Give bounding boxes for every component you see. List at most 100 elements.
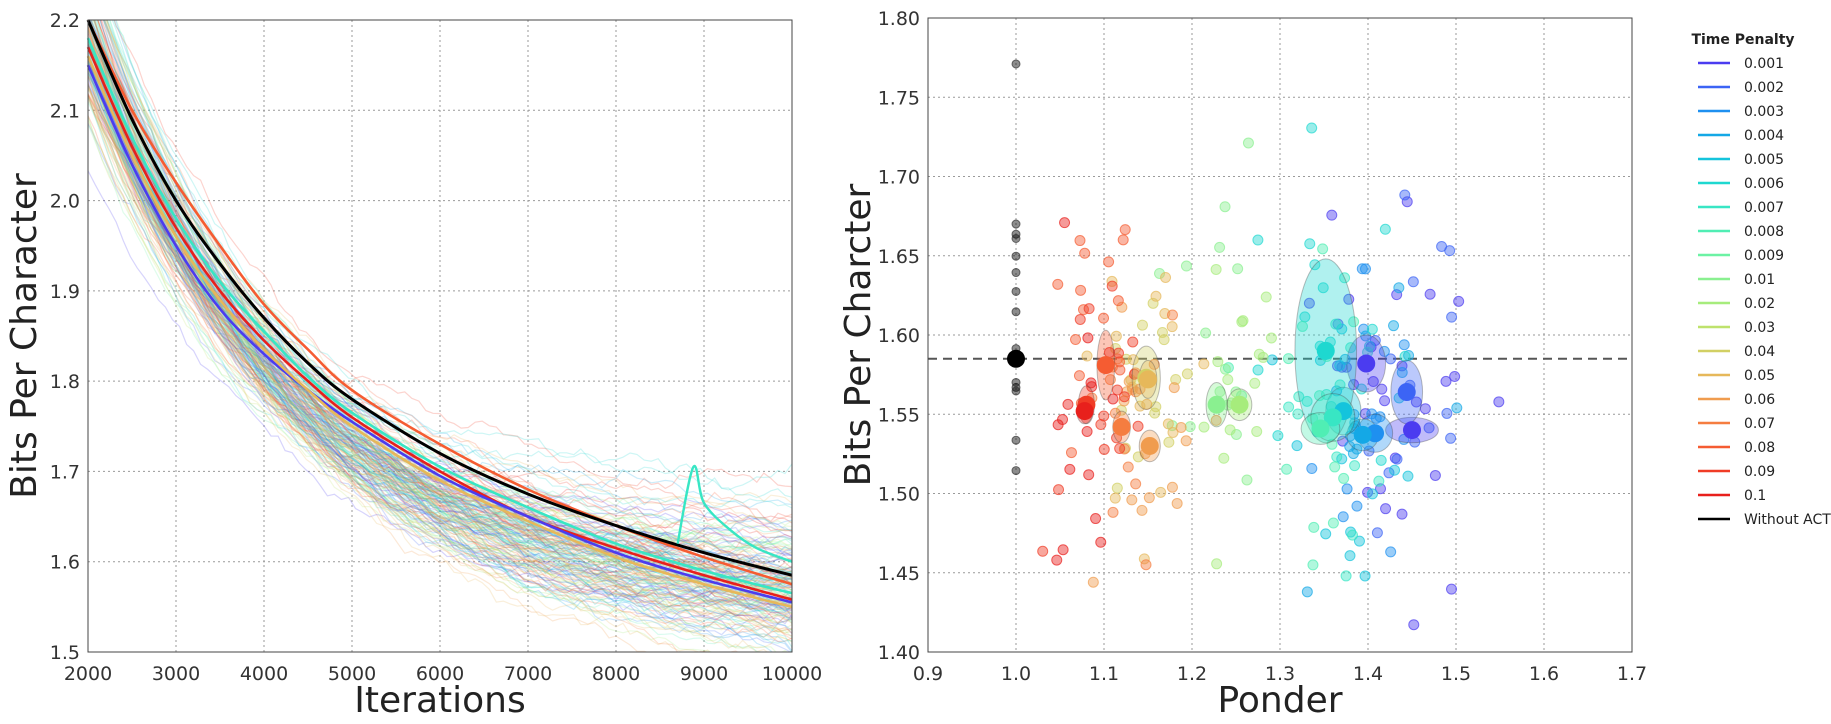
run-point — [1149, 407, 1161, 419]
run-point — [1103, 256, 1115, 268]
run-point — [1148, 358, 1160, 370]
run-point — [1296, 320, 1308, 332]
run-line — [88, 31, 792, 605]
right-run-points — [1011, 59, 1505, 631]
right-x-ticks: 0.9 1.0 1.1 1.2 1.3 1.4 1.5 1.6 1.7 — [913, 663, 1647, 685]
run-point — [1057, 414, 1069, 426]
run-line — [88, 101, 792, 623]
series-line-0.007 — [86, 37, 793, 595]
run-point — [1109, 407, 1121, 419]
run-point — [1445, 432, 1457, 444]
run-point — [1118, 391, 1130, 403]
left-y-tick-label: 1.5 — [50, 642, 80, 664]
run-point — [1052, 278, 1064, 290]
run-point — [1113, 347, 1125, 359]
left-x-tick-label: 3000 — [152, 663, 200, 685]
run-point — [1410, 396, 1422, 408]
run-point — [1317, 243, 1329, 255]
left-y-tick-label: 2.1 — [50, 100, 80, 122]
run-point — [1155, 486, 1167, 498]
run-line — [88, 72, 792, 625]
right-y-tick-label: 1.75 — [878, 87, 920, 109]
run-line — [103, 20, 792, 613]
run-point — [1389, 452, 1401, 464]
run-point — [1011, 59, 1021, 69]
legend-label: 0.001 — [1744, 56, 1784, 72]
run-point — [1343, 293, 1355, 305]
run-point — [1396, 367, 1408, 379]
run-point — [1388, 320, 1400, 332]
run-point — [1423, 422, 1435, 434]
run-point — [1282, 353, 1294, 365]
legend-items: 0.001 0.002 0.003 0.004 0.005 0.006 0.007 0.008… — [1698, 56, 1831, 528]
run-line — [114, 20, 792, 532]
run-line — [88, 67, 792, 572]
right-x-tick-label: 1.3 — [1265, 663, 1295, 685]
left-x-tick-label: 8000 — [592, 663, 640, 685]
run-point — [1380, 503, 1392, 515]
run-point — [1111, 482, 1123, 494]
run-point — [1334, 379, 1346, 391]
legend-label: 0.09 — [1744, 464, 1775, 480]
run-point — [1293, 391, 1305, 403]
run-line — [88, 82, 792, 633]
run-point — [1114, 443, 1126, 455]
run-point — [1393, 282, 1405, 294]
run-point — [1098, 312, 1110, 324]
run-point — [1062, 398, 1074, 410]
run-point — [1326, 438, 1338, 450]
run-line — [88, 170, 792, 625]
run-point — [1114, 364, 1126, 376]
run-line — [88, 21, 792, 572]
left-y-tick-label: 2.2 — [50, 10, 80, 32]
run-point — [1073, 370, 1085, 382]
run-point — [1081, 425, 1093, 437]
run-point — [1408, 619, 1420, 631]
run-point — [1301, 395, 1313, 407]
run-line — [96, 20, 792, 552]
run-line — [88, 20, 649, 652]
run-point — [1383, 467, 1395, 479]
legend-item: 0.05 — [1698, 368, 1775, 384]
run-line — [88, 95, 792, 644]
run-point — [1162, 418, 1174, 430]
run-point — [1214, 241, 1226, 253]
legend-label: 0.07 — [1744, 416, 1775, 432]
right-y-tick-label: 1.40 — [878, 642, 920, 664]
run-point — [1210, 263, 1222, 275]
run-line — [92, 20, 792, 615]
legend-item: 0.002 — [1698, 80, 1784, 96]
right-x-tick-label: 1.6 — [1529, 663, 1559, 685]
run-point — [1130, 478, 1142, 490]
run-point — [1181, 368, 1193, 380]
run-point — [1154, 267, 1166, 279]
run-point — [1337, 511, 1349, 523]
run-point — [1098, 443, 1110, 455]
run-point — [1317, 282, 1329, 294]
legend-item: 0.1 — [1698, 488, 1766, 504]
run-line — [88, 99, 792, 630]
run-line — [88, 55, 792, 576]
run-line — [104, 20, 792, 562]
left-x-tick-label: 9000 — [680, 663, 728, 685]
run-point — [1075, 284, 1087, 296]
run-point — [1150, 290, 1162, 302]
run-point — [1053, 484, 1065, 496]
run-point — [1218, 452, 1230, 464]
legend-label: 0.002 — [1744, 80, 1784, 96]
run-point — [1011, 466, 1021, 476]
left-series-lines — [86, 19, 793, 609]
run-point — [1257, 351, 1269, 363]
run-point — [1252, 234, 1264, 246]
run-point — [1212, 356, 1224, 368]
run-point — [1166, 321, 1178, 333]
series-line-0.05 — [86, 55, 793, 609]
run-line — [88, 43, 792, 599]
legend-item: 0.03 — [1698, 320, 1775, 336]
run-point — [1198, 421, 1210, 433]
run-point — [1348, 316, 1360, 328]
run-point — [1265, 332, 1277, 344]
run-point — [1398, 339, 1410, 351]
run-point — [1079, 247, 1091, 259]
legend-label: 0.004 — [1744, 128, 1784, 144]
